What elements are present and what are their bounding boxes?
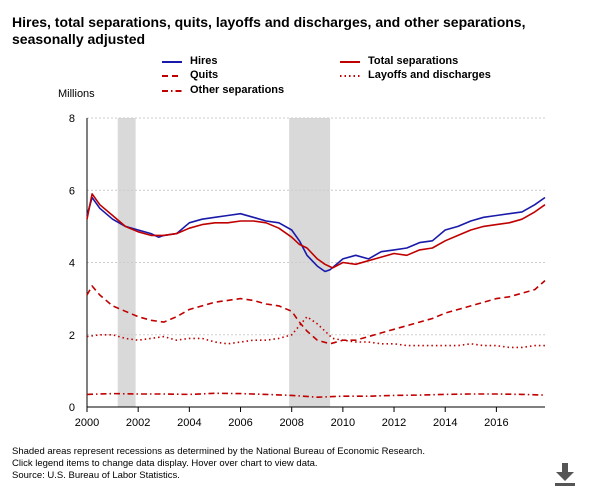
legend-item-total-separations[interactable]: Total separations xyxy=(340,55,458,68)
series-line-total-separations xyxy=(86,193,546,269)
y-tick-label-8: 8 xyxy=(69,113,75,125)
legend-swatch-hires xyxy=(162,60,182,63)
legend-label-quits: Quits xyxy=(190,69,219,81)
legend-label-hires: Hires xyxy=(190,55,218,67)
legend-swatch-total-separations xyxy=(340,60,360,63)
chart-plot-area[interactable]: 0 2 4 6 8 2000 2002 2004 2006 2008 2010 2012 2014 201… xyxy=(0,0,594,440)
y-tick-label-4: 4 xyxy=(69,258,75,270)
x-tick-label-2004: 2004 xyxy=(177,417,201,429)
x-tick-label-2016: 2016 xyxy=(484,417,508,429)
legend-label-total-separations: Total separations xyxy=(368,55,459,67)
x-tick-label-2012: 2012 xyxy=(382,417,406,429)
legend-item-quits[interactable]: Quits xyxy=(162,69,218,82)
x-tick-label-2006: 2006 xyxy=(228,417,252,429)
y-tick-label-6: 6 xyxy=(69,185,75,197)
x-tick-label-2014: 2014 xyxy=(433,417,457,429)
legend-swatch-quits xyxy=(162,74,182,77)
chart-title-line-1: Hires, total separations, quits, layoffs… xyxy=(12,14,526,30)
legend-item-layoffs-and-discharges[interactable]: Layoffs and discharges xyxy=(340,69,491,82)
legend-label-layoffs-and-discharges: Layoffs and discharges xyxy=(368,69,491,81)
legend-item-hires[interactable]: Hires xyxy=(162,55,218,68)
series-line-quits xyxy=(86,280,546,345)
note-source: Source: U.S. Bureau of Labor Statistics. xyxy=(12,470,180,481)
legend-item-other-separations[interactable]: Other separations xyxy=(162,84,284,97)
x-tick-label-2002: 2002 xyxy=(126,417,150,429)
chart-title: Hires, total separations, quits, layoffs… xyxy=(12,14,572,48)
download-icon[interactable] xyxy=(554,462,576,486)
x-tick-label-2008: 2008 xyxy=(279,417,303,429)
x-tick-label-2000: 2000 xyxy=(75,417,99,429)
series-line-layoffs-and-discharges xyxy=(86,315,545,349)
legend-swatch-layoffs-and-discharges xyxy=(340,74,360,77)
y-axis-unit-label: Millions xyxy=(58,88,95,100)
note-recessions: Shaded areas represent recessions as det… xyxy=(12,446,425,457)
y-tick-label-0: 0 xyxy=(69,402,75,414)
x-tick-label-2010: 2010 xyxy=(331,417,355,429)
legend-label-other-separations: Other separations xyxy=(190,84,285,96)
chart-title-line-2: seasonally adjusted xyxy=(12,31,146,47)
chart-notes: Shaded areas represent recessions as det… xyxy=(12,446,425,482)
y-tick-label-2: 2 xyxy=(69,330,75,342)
note-interaction: Click legend items to change data displa… xyxy=(12,458,318,469)
legend-swatch-other-separations xyxy=(162,89,182,92)
series-line-other-separations xyxy=(86,392,546,398)
